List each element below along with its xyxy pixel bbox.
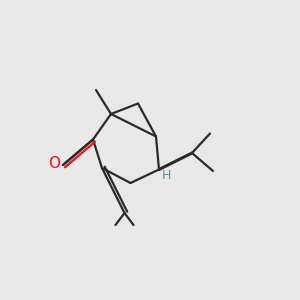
Text: H: H bbox=[162, 169, 171, 182]
Text: O: O bbox=[49, 156, 61, 171]
